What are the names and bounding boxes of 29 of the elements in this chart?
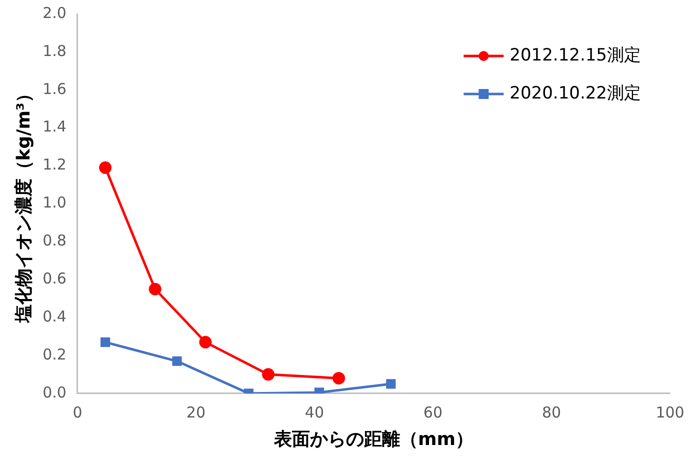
point <box>100 337 110 347</box>
y-tick-label: 1.0 <box>42 194 66 212</box>
legend-label: 2020.10.22測定 <box>510 83 642 104</box>
legend-label: 2012.12.15測定 <box>510 45 642 66</box>
x-tick-label: 40 <box>304 403 324 422</box>
y-tick-label: 1.6 <box>42 80 66 98</box>
y-axis-title: 塩化物イオン濃度（kg/m³） <box>13 84 34 324</box>
x-tick-label: 80 <box>542 403 562 422</box>
x-tick-label: 60 <box>423 403 443 422</box>
point <box>99 161 112 174</box>
x-tick-label: 20 <box>186 403 206 422</box>
y-tick-label: 0.4 <box>42 307 66 326</box>
y-tick-label: 0.8 <box>42 232 66 250</box>
point <box>172 356 182 366</box>
y-tick-label: 0.2 <box>42 345 66 364</box>
point <box>199 336 212 348</box>
y-tick-label: 0.6 <box>42 269 66 288</box>
y-tick-label: 1.4 <box>42 118 66 136</box>
point <box>332 372 346 384</box>
point <box>386 379 396 389</box>
y-tick-label: 1.8 <box>42 42 66 60</box>
point <box>148 282 162 296</box>
x-tick-label: 0 <box>72 403 82 422</box>
y-tick-label: 1.2 <box>42 156 66 174</box>
point <box>262 368 275 381</box>
x-tick-label: 100 <box>656 403 684 422</box>
y-tick-label: 2.0 <box>42 4 66 22</box>
x-axis-title: 表面からの距離（mm） <box>272 428 474 450</box>
y-tick-label: 0.0 <box>42 383 66 402</box>
